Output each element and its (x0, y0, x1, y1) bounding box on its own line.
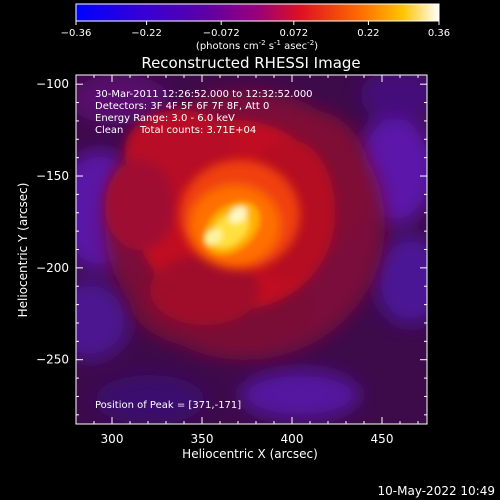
annotation-energy: Energy Range: 3.0 - 6.0 keV (95, 113, 235, 124)
annotations: 30-Mar-2011 12:26:52.000 to 12:32:52.000… (95, 89, 313, 411)
colorbar-ticks: −0.36 −0.22 −0.072 0.072 0.22 0.36 (61, 21, 450, 39)
annotation-clean: Clean (95, 125, 123, 136)
colorbar: −0.36 −0.22 −0.072 0.072 0.22 0.36 (photons c… (61, 3, 450, 52)
heatmap-image (76, 75, 427, 424)
colorbar-tick-label: −0.36 (61, 28, 92, 39)
colorbar-tick-label: 0.072 (279, 28, 308, 39)
colorbar-tick-label: 0.36 (428, 28, 450, 39)
x-tick-label: 400 (281, 432, 304, 446)
colorbar-gradient (75, 3, 440, 22)
colorbar-tick-label: −0.072 (203, 28, 240, 39)
colorbar-unit-label: (photons cm-2 s-1 asec-2) (196, 39, 318, 52)
chart-title: Reconstructed RHESSI Image (141, 54, 360, 72)
colorbar-tick-label: 0.22 (357, 28, 379, 39)
annotation-time-range: 30-Mar-2011 12:26:52.000 to 12:32:52.000 (95, 89, 313, 100)
annotation-peak: Position of Peak = [371,-171] (95, 400, 241, 411)
x-tick-label: 350 (191, 432, 214, 446)
y-tick-label: −100 (36, 77, 69, 91)
x-tick-label: 300 (101, 432, 124, 446)
y-tick-label: −200 (36, 261, 69, 275)
x-axis-label: Heliocentric X (arcsec) (182, 447, 318, 461)
y-axis-ticks: −100 −150 −200 −250 (36, 77, 427, 416)
y-tick-label: −150 (36, 169, 69, 183)
annotation-detectors: Detectors: 3F 4F 5F 6F 7F 8F, Att 0 (95, 101, 269, 112)
y-axis-label: Heliocentric Y (arcsec) (16, 183, 30, 318)
y-tick-label: −250 (36, 353, 69, 367)
x-tick-label: 450 (371, 432, 394, 446)
colorbar-tick-label: −0.22 (131, 28, 162, 39)
annotation-counts: Total counts: 3.71E+04 (139, 125, 256, 136)
x-axis-ticks: 300 350 400 450 (75, 75, 419, 446)
footer-date: 10-May-2022 10:49 (378, 484, 495, 498)
